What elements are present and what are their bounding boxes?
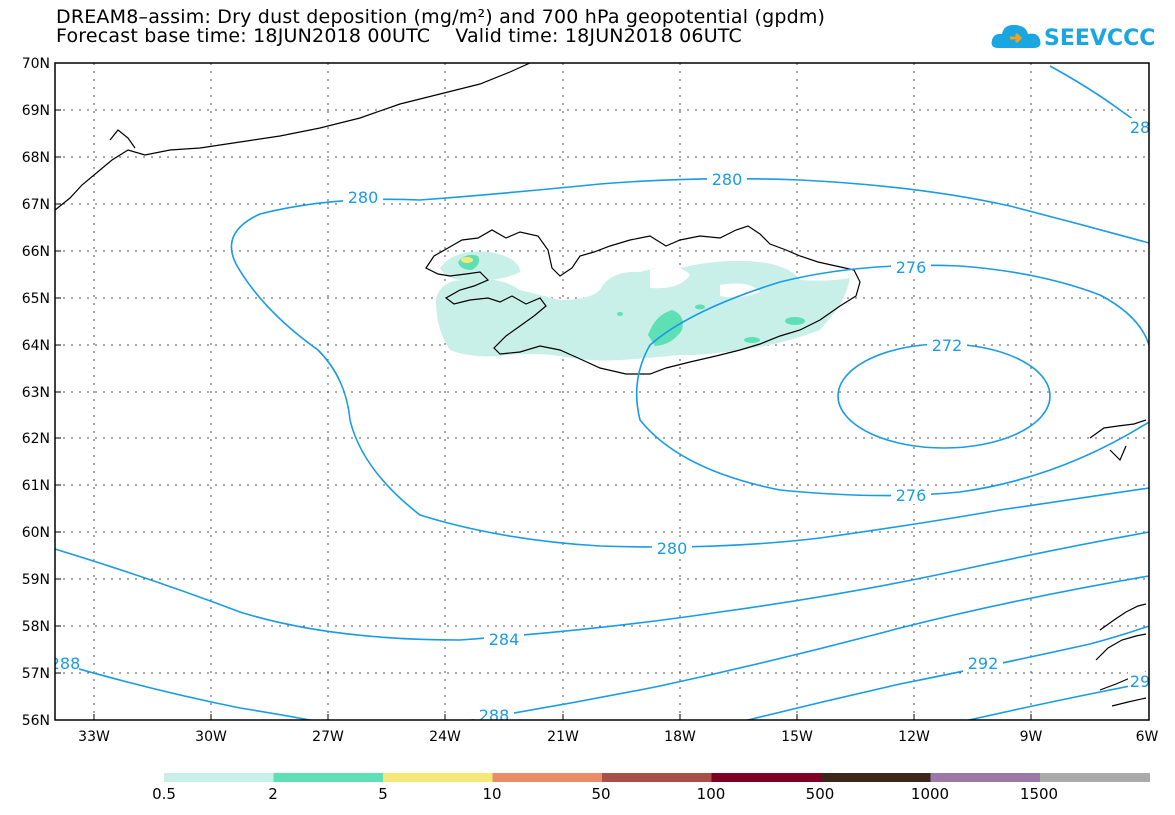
lat-label: 57N [22, 666, 50, 682]
cloud-logo-icon [991, 24, 1041, 48]
coastlines [55, 63, 1147, 707]
contour-label: 288 [479, 706, 510, 725]
contour-label: 276 [896, 486, 927, 505]
logo-text: SEEVCCC [1044, 26, 1156, 51]
lat-label: 62N [22, 431, 50, 447]
colorbar-swatch [164, 773, 274, 782]
contour-label: 280 [657, 539, 688, 558]
dust-deposition-shading [436, 251, 850, 361]
lon-label: 12W [898, 729, 930, 745]
colorbar-label: 1500 [1019, 785, 1059, 803]
contour-label: 276 [896, 258, 927, 277]
lat-label: 56N [22, 713, 50, 729]
contour-label: 28 [1130, 118, 1150, 137]
latitude-labels: 70N 69N 68N 67N 66N 65N 64N 63N 62N 61N … [22, 56, 50, 729]
lat-label: 64N [22, 338, 50, 354]
map-title-line-2: Forecast base time: 18JUN2018 00UTC Vali… [56, 25, 742, 47]
lon-label: 18W [664, 729, 696, 745]
lon-label: 21W [547, 729, 579, 745]
colorbar-swatch [383, 773, 493, 782]
lat-label: 59N [22, 572, 50, 588]
map-title-line-1: DREAM8–assim: Dry dust deposition (mg/m²… [56, 6, 826, 28]
contour-labels: 280 280 28 276 272 276 280 284 288 288 2… [50, 118, 1150, 725]
lon-label: 30W [195, 729, 227, 745]
lat-label: 58N [22, 619, 50, 635]
colorbar-swatch [1040, 773, 1150, 782]
contour-label: 284 [489, 630, 520, 649]
colorbar-label: 0.5 [152, 785, 176, 803]
contour-label: 280 [712, 170, 743, 189]
lat-label: 63N [22, 385, 50, 401]
lon-label: 6W [1136, 729, 1159, 745]
lon-label: 15W [781, 729, 813, 745]
colorbar-swatch [492, 773, 603, 782]
colorbar-label: 10 [482, 785, 502, 803]
contour-label: 29 [1130, 672, 1150, 691]
colorbar [164, 773, 1150, 782]
colorbar-label: 500 [805, 785, 835, 803]
lat-label: 65N [22, 291, 50, 307]
colorbar-label: 5 [378, 785, 388, 803]
lat-label: 68N [22, 150, 50, 166]
colorbar-swatch [711, 773, 822, 782]
axis-ticks [55, 62, 1032, 720]
lat-label: 60N [22, 525, 50, 541]
colorbar-label: 1000 [910, 785, 950, 803]
longitude-labels: 33W 30W 27W 24W 21W 18W 15W 12W 9W 6W [78, 729, 1158, 745]
lon-label: 9W [1020, 729, 1043, 745]
lat-label: 67N [22, 197, 50, 213]
contour-label: 292 [968, 654, 999, 673]
colorbar-swatch [930, 773, 1041, 782]
contour-label: 280 [348, 188, 379, 207]
colorbar-label: 50 [591, 785, 611, 803]
lat-label: 70N [22, 56, 50, 72]
lon-label: 24W [429, 729, 461, 745]
colorbar-swatch [602, 773, 712, 782]
contour-label: 272 [932, 336, 963, 355]
colorbar-label: 2 [268, 785, 278, 803]
seevccc-logo: SEEVCCC [990, 18, 1155, 62]
contour-label: 288 [50, 654, 81, 673]
lon-label: 27W [312, 729, 344, 745]
lat-label: 61N [22, 478, 50, 494]
lat-label: 66N [22, 244, 50, 260]
colorbar-label: 100 [696, 785, 726, 803]
geopotential-contours [55, 65, 1149, 720]
colorbar-swatch [273, 773, 384, 782]
graticule-grid [55, 63, 1149, 720]
lat-label: 69N [22, 103, 50, 119]
colorbar-swatch [821, 773, 931, 782]
lon-label: 33W [78, 729, 110, 745]
